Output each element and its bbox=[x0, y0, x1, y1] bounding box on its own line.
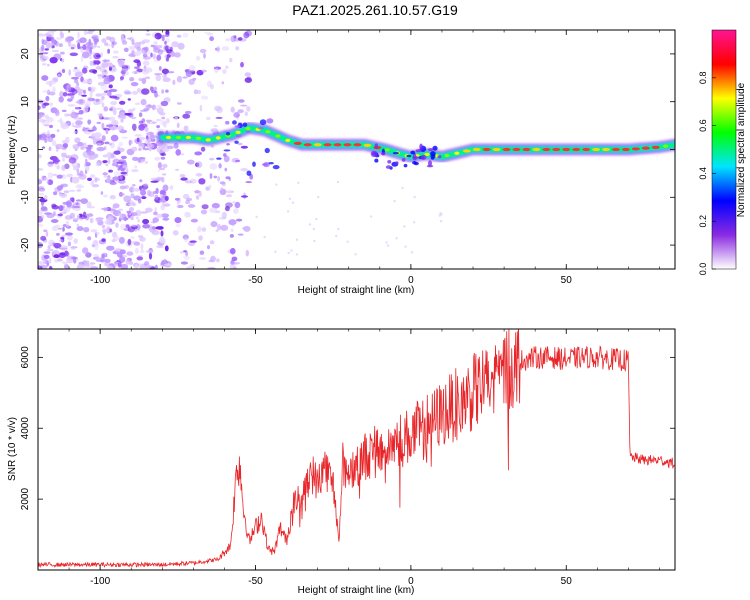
snr-y-ticks: 2000 4000 6000 bbox=[20, 346, 675, 510]
y-tick-label: 2000 bbox=[20, 488, 31, 511]
colorbar-tick-label: 0.6 bbox=[698, 119, 708, 132]
y-tick-label: 20 bbox=[20, 48, 31, 60]
colorbar-ticks: 0.0 0.2 0.4 0.6 0.8 bbox=[698, 72, 716, 276]
y-tick-label: 4000 bbox=[20, 417, 31, 440]
colorbar-tick-label: 0.0 bbox=[698, 263, 708, 276]
figure-title: PAZ1.2025.261.10.57.G19 bbox=[292, 2, 458, 18]
x-tick-label: 50 bbox=[561, 576, 573, 587]
spectrogram-y-ticks: -20 -10 0 10 20 bbox=[20, 48, 675, 252]
colorbar-tick-label: 0.2 bbox=[698, 215, 708, 228]
y-tick-label: -10 bbox=[20, 190, 31, 205]
x-tick-label: -50 bbox=[248, 275, 263, 286]
y-tick-label: 0 bbox=[20, 146, 31, 152]
spectrogram-y-axis-label: Frequency (Hz) bbox=[7, 116, 18, 185]
snr-panel: -100 -50 0 50 2000 4000 6000 Height of straig… bbox=[7, 328, 676, 596]
x-tick-label: 0 bbox=[408, 275, 414, 286]
x-tick-label: 50 bbox=[561, 275, 573, 286]
snr-frame bbox=[37, 328, 676, 571]
ridge-peaks bbox=[165, 118, 669, 180]
snr-y-axis-label: SNR (10 * v/v) bbox=[7, 417, 18, 481]
spectrogram-x-ticks: -100 -50 0 50 bbox=[37, 30, 660, 286]
snr-x-ticks: -100 -50 0 50 bbox=[37, 329, 660, 587]
colorbar-tick-label: 0.8 bbox=[698, 72, 708, 85]
colorbar-label: Normalized spectral amplitude bbox=[736, 82, 747, 217]
x-tick-label: -100 bbox=[90, 275, 110, 286]
colorbar: 0.0 0.2 0.4 0.6 0.8 Normalized spectral ampl… bbox=[698, 29, 747, 276]
x-tick-label: -50 bbox=[248, 576, 263, 587]
spectrogram-heatmap bbox=[38, 30, 675, 269]
y-tick-label: -20 bbox=[20, 237, 31, 252]
snr-series-line bbox=[38, 329, 675, 568]
y-tick-label: 10 bbox=[20, 96, 31, 108]
y-tick-label: 6000 bbox=[20, 346, 31, 369]
colorbar-tick-label: 0.4 bbox=[698, 167, 708, 180]
x-tick-label: -100 bbox=[90, 576, 110, 587]
snr-x-axis-label: Height of straight line (km) bbox=[298, 585, 415, 596]
x-tick-label: 0 bbox=[408, 576, 414, 587]
spectrogram-x-axis-label: Height of straight line (km) bbox=[298, 285, 415, 296]
colorbar-scale bbox=[711, 29, 737, 270]
